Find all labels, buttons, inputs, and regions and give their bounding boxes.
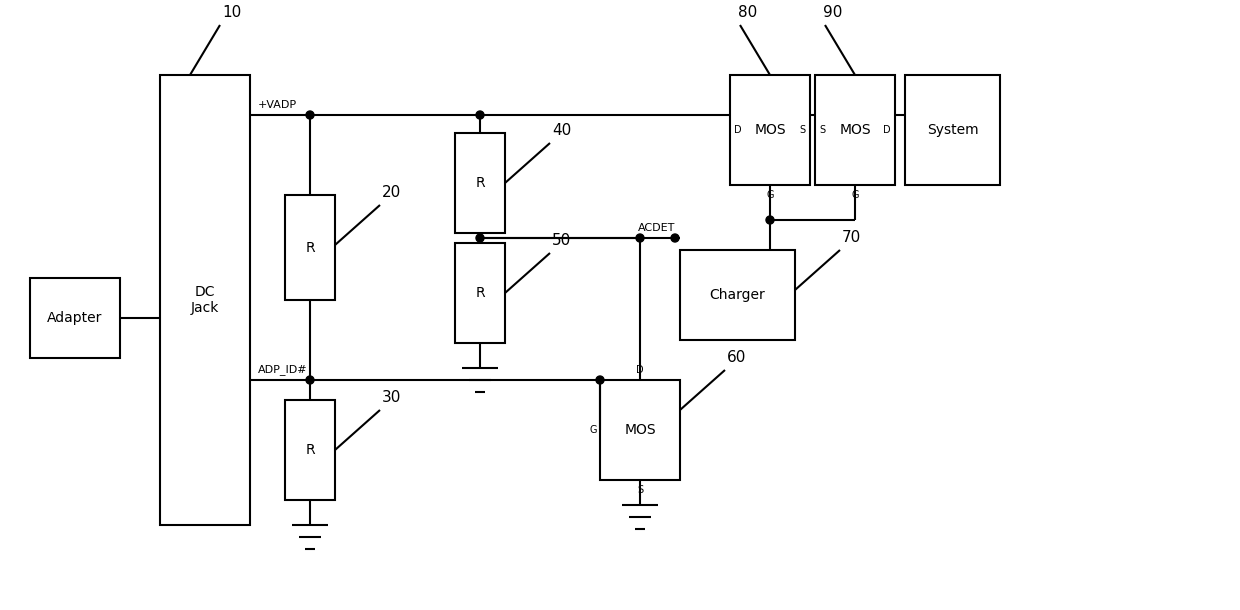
- Circle shape: [306, 376, 314, 384]
- Bar: [680, 250, 795, 340]
- Bar: [285, 400, 335, 500]
- Text: S: S: [800, 125, 806, 135]
- Bar: [455, 243, 505, 343]
- Text: MOS: MOS: [839, 123, 870, 137]
- Text: ADP_ID#: ADP_ID#: [258, 364, 308, 375]
- Bar: [30, 278, 120, 358]
- Text: DC
Jack: DC Jack: [191, 285, 219, 315]
- Text: ACDET: ACDET: [637, 223, 675, 233]
- Circle shape: [306, 111, 314, 119]
- Text: S: S: [818, 125, 825, 135]
- Text: MOS: MOS: [624, 423, 656, 437]
- Text: D: D: [636, 365, 644, 375]
- Bar: [600, 380, 680, 480]
- Text: G: G: [766, 190, 774, 200]
- Text: 70: 70: [842, 230, 862, 245]
- Bar: [455, 133, 505, 233]
- Bar: [905, 75, 999, 185]
- Circle shape: [476, 234, 484, 242]
- Text: R: R: [305, 240, 315, 254]
- Text: Adapter: Adapter: [47, 311, 103, 325]
- Text: R: R: [475, 176, 485, 190]
- Text: 10: 10: [222, 5, 242, 20]
- Text: 30: 30: [382, 390, 402, 405]
- Text: MOS: MOS: [754, 123, 786, 137]
- Circle shape: [636, 234, 644, 242]
- Text: D: D: [734, 125, 742, 135]
- Text: 20: 20: [382, 185, 402, 200]
- Text: G: G: [589, 425, 596, 435]
- Text: 60: 60: [727, 350, 746, 365]
- Text: S: S: [637, 485, 644, 495]
- Text: 90: 90: [823, 5, 842, 20]
- Text: 40: 40: [552, 123, 572, 138]
- Text: +VADP: +VADP: [258, 100, 298, 110]
- Text: 50: 50: [552, 233, 572, 248]
- Circle shape: [476, 111, 484, 119]
- Text: R: R: [475, 286, 485, 300]
- Bar: [815, 75, 895, 185]
- Circle shape: [596, 376, 604, 384]
- Circle shape: [671, 234, 680, 242]
- Bar: [160, 75, 250, 525]
- Bar: [730, 75, 810, 185]
- Text: System: System: [926, 123, 978, 137]
- Text: R: R: [305, 443, 315, 457]
- Text: 80: 80: [738, 5, 758, 20]
- Bar: [285, 195, 335, 300]
- Text: D: D: [883, 125, 892, 135]
- Circle shape: [766, 216, 774, 224]
- Text: G: G: [851, 190, 859, 200]
- Text: Charger: Charger: [709, 288, 765, 302]
